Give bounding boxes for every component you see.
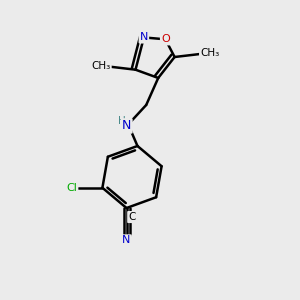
Text: C: C: [128, 212, 136, 222]
Text: H: H: [118, 116, 125, 126]
Text: N: N: [122, 236, 131, 245]
Text: O: O: [161, 34, 170, 44]
Text: Cl: Cl: [66, 183, 77, 193]
Text: N: N: [140, 32, 148, 42]
Text: N: N: [122, 119, 131, 133]
Text: CH₃: CH₃: [92, 61, 111, 71]
Text: CH₃: CH₃: [200, 48, 219, 59]
